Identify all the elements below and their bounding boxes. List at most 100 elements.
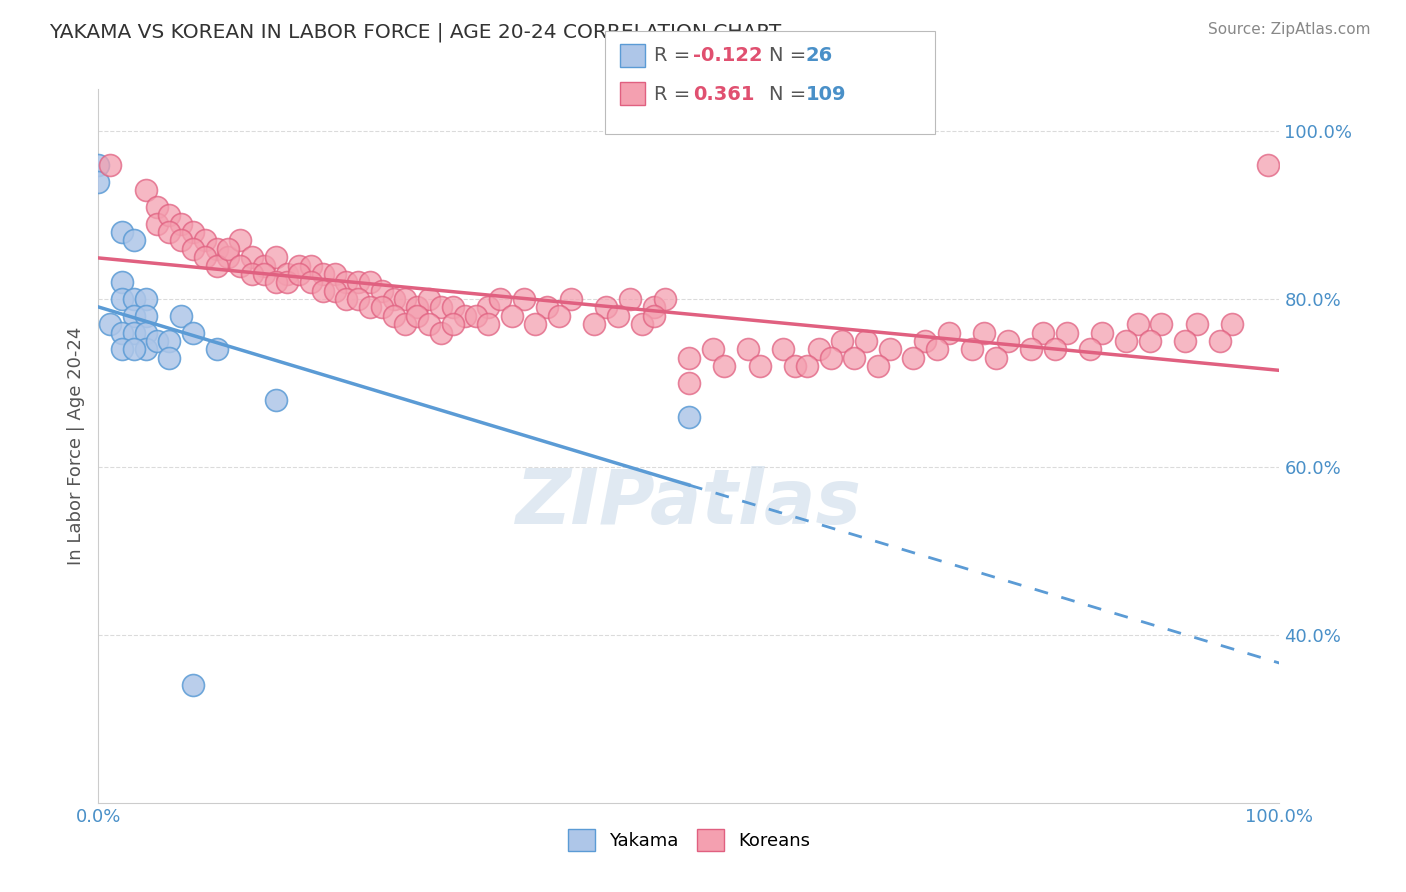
Point <box>501 309 523 323</box>
Point <box>560 292 582 306</box>
Point <box>772 343 794 357</box>
Point <box>111 326 134 340</box>
Point <box>630 318 652 332</box>
Point <box>240 250 263 264</box>
Point <box>264 250 287 264</box>
Point <box>607 309 630 323</box>
Point <box>1126 318 1149 332</box>
Point <box>264 275 287 289</box>
Point <box>135 326 157 340</box>
Point <box>973 326 995 340</box>
Point <box>122 233 145 247</box>
Point <box>1257 158 1279 172</box>
Point <box>394 292 416 306</box>
Point <box>1091 326 1114 340</box>
Point <box>217 242 239 256</box>
Point <box>406 309 429 323</box>
Point <box>619 292 641 306</box>
Point <box>205 242 228 256</box>
Point <box>713 359 735 374</box>
Point <box>844 351 866 365</box>
Point <box>323 284 346 298</box>
Point <box>678 409 700 424</box>
Point <box>359 275 381 289</box>
Point <box>229 233 252 247</box>
Point <box>181 225 204 239</box>
Point <box>418 318 440 332</box>
Point <box>938 326 960 340</box>
Point <box>111 275 134 289</box>
Point <box>914 334 936 348</box>
Point <box>477 318 499 332</box>
Text: -0.122: -0.122 <box>693 46 763 65</box>
Point <box>111 343 134 357</box>
Point <box>194 250 217 264</box>
Point <box>157 208 180 222</box>
Point <box>1021 343 1043 357</box>
Point <box>170 309 193 323</box>
Point <box>406 301 429 315</box>
Point <box>371 301 394 315</box>
Point <box>135 343 157 357</box>
Point <box>229 259 252 273</box>
Point <box>1043 343 1066 357</box>
Text: N =: N = <box>769 85 813 103</box>
Point <box>98 158 121 172</box>
Text: Source: ZipAtlas.com: Source: ZipAtlas.com <box>1208 22 1371 37</box>
Point <box>1139 334 1161 348</box>
Point <box>135 292 157 306</box>
Point <box>831 334 853 348</box>
Point <box>1115 334 1137 348</box>
Point <box>181 678 204 692</box>
Text: 26: 26 <box>806 46 832 65</box>
Text: 109: 109 <box>806 85 846 103</box>
Point <box>157 351 180 365</box>
Point <box>465 309 488 323</box>
Point <box>702 343 724 357</box>
Point <box>111 225 134 239</box>
Point <box>548 309 571 323</box>
Point <box>288 267 311 281</box>
Point <box>678 351 700 365</box>
Point <box>240 267 263 281</box>
Point <box>359 301 381 315</box>
Point <box>997 334 1019 348</box>
Point <box>288 259 311 273</box>
Point <box>1220 318 1243 332</box>
Point <box>87 158 110 172</box>
Point <box>643 309 665 323</box>
Point <box>1080 343 1102 357</box>
Point <box>583 318 606 332</box>
Point <box>87 175 110 189</box>
Point <box>1150 318 1173 332</box>
Point <box>170 233 193 247</box>
Point <box>122 292 145 306</box>
Text: 0.361: 0.361 <box>693 85 755 103</box>
Point <box>1209 334 1232 348</box>
Point <box>382 292 405 306</box>
Point <box>536 301 558 315</box>
Point <box>312 267 335 281</box>
Point <box>382 309 405 323</box>
Point <box>276 267 298 281</box>
Point <box>299 259 322 273</box>
Point <box>146 217 169 231</box>
Point <box>441 301 464 315</box>
Point <box>181 326 204 340</box>
Point <box>323 267 346 281</box>
Point <box>157 334 180 348</box>
Point <box>807 343 830 357</box>
Point <box>1032 326 1054 340</box>
Point <box>866 359 889 374</box>
Point <box>347 292 370 306</box>
Point <box>453 309 475 323</box>
Point <box>217 250 239 264</box>
Point <box>335 275 357 289</box>
Text: ZIPatlas: ZIPatlas <box>516 467 862 540</box>
Point <box>335 292 357 306</box>
Point <box>181 242 204 256</box>
Point <box>796 359 818 374</box>
Point <box>477 301 499 315</box>
Point <box>595 301 617 315</box>
Point <box>643 301 665 315</box>
